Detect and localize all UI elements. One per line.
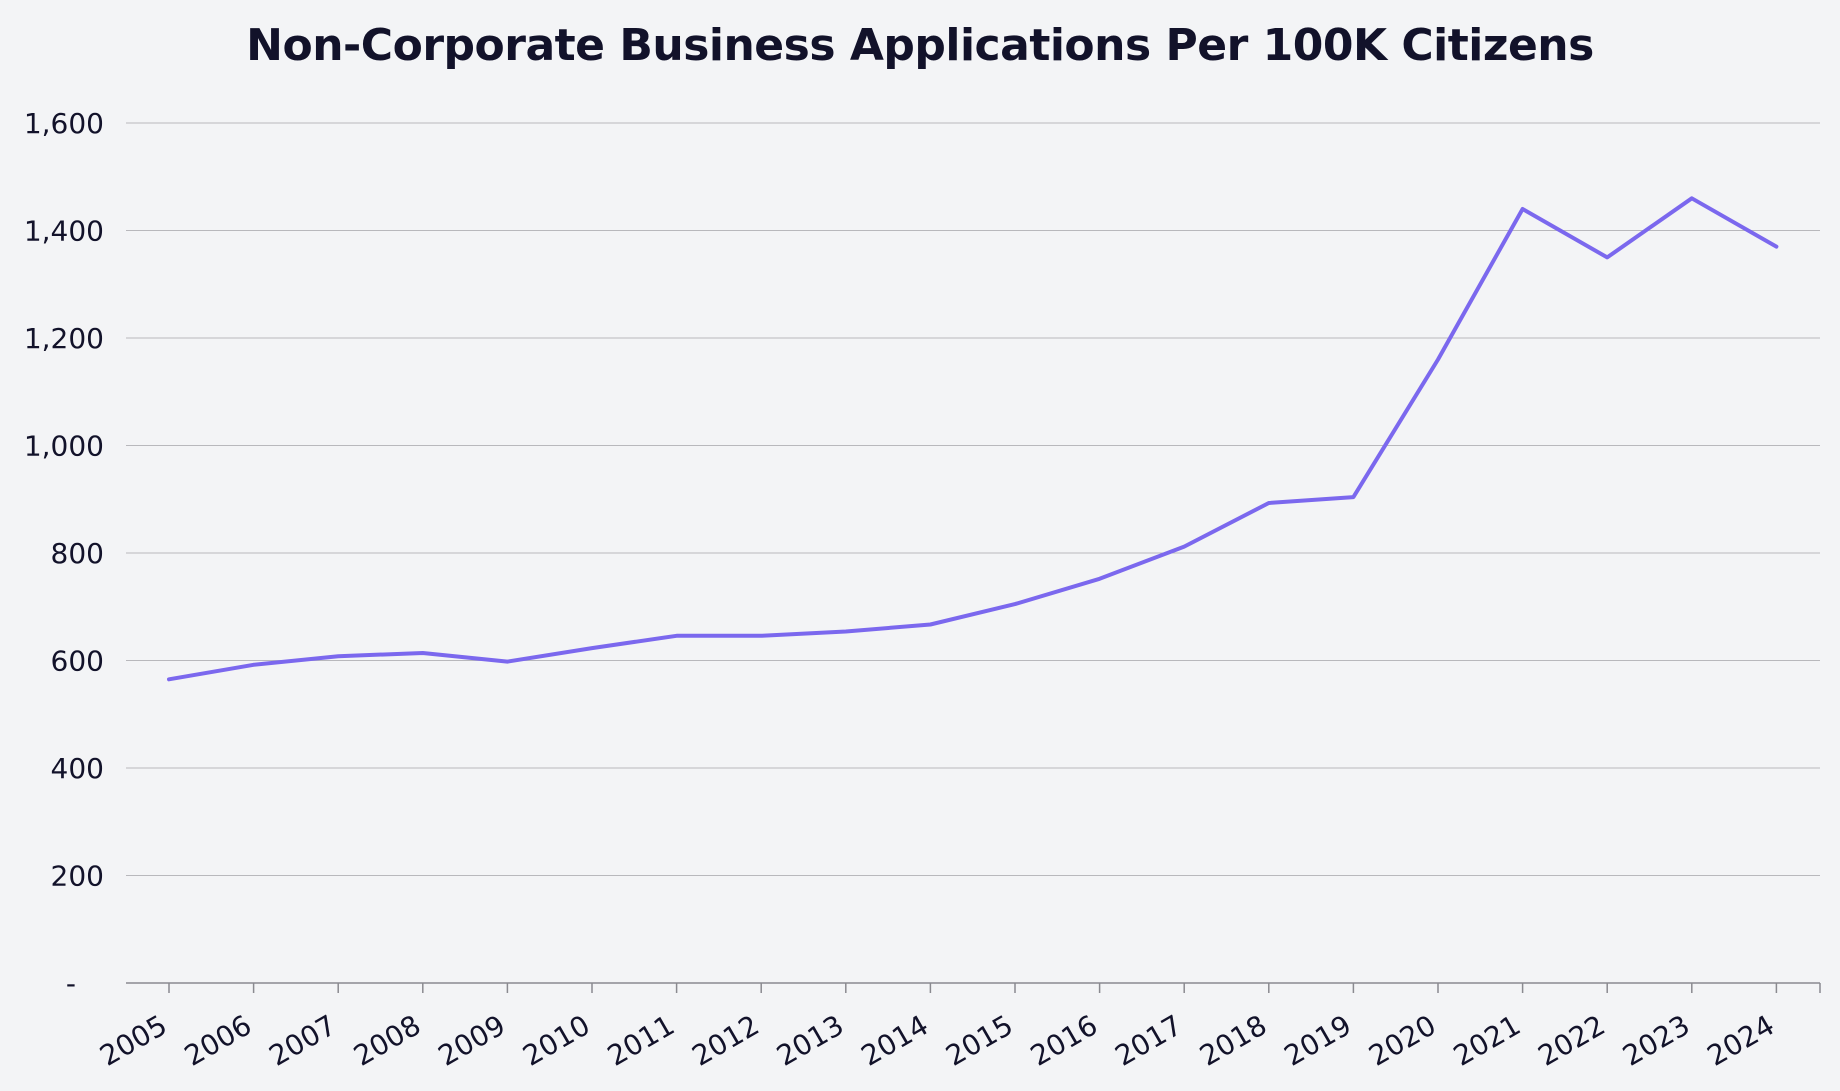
chart-title: Non-Corporate Business Applications Per … — [246, 20, 1594, 71]
x-tick-label: 2019 — [1279, 1008, 1357, 1072]
x-tick-label: 2011 — [602, 1008, 680, 1072]
x-tick-label: 2021 — [1448, 1008, 1526, 1072]
x-tick-label: 2017 — [1109, 1008, 1187, 1072]
y-tick-label: 1,200 — [24, 322, 104, 355]
series-layer — [167, 196, 1779, 682]
x-tick-label: 2013 — [771, 1008, 849, 1072]
x-tick-label: 2020 — [1363, 1008, 1441, 1072]
x-tick-label: 2014 — [856, 1008, 934, 1072]
y-tick-label: 1,400 — [24, 215, 104, 248]
x-tick-label: 2024 — [1702, 1008, 1780, 1072]
y-tick-label: 200 — [51, 860, 104, 893]
x-tick-label: 2007 — [263, 1008, 341, 1072]
y-tick-label: 1,600 — [24, 107, 104, 140]
x-tick-label: 2009 — [433, 1008, 511, 1072]
x-tick-label: 2006 — [179, 1008, 257, 1072]
y-tick-label: 600 — [51, 645, 104, 678]
x-tick-label: 2023 — [1617, 1008, 1695, 1072]
x-tick-label: 2022 — [1532, 1008, 1610, 1072]
x-tick-label: 2018 — [1194, 1008, 1272, 1072]
series-line — [167, 196, 1779, 682]
grid-layer — [126, 122, 1820, 876]
y-tick-labels: - 200 400 600 800 1,000 1,200 1,400 1,600 — [24, 107, 104, 1000]
x-tick-label: 2005 — [94, 1008, 172, 1072]
y-tick-label: 400 — [51, 752, 104, 785]
x-tick-label: 2016 — [1025, 1008, 1103, 1072]
x-tick-label: 2015 — [940, 1008, 1018, 1072]
y-tick-label: 800 — [51, 537, 104, 570]
y-tick-label: 1,000 — [24, 430, 104, 463]
y-tick-label: - — [66, 967, 76, 1000]
axis-layer — [126, 982, 1821, 993]
x-tick-label: 2012 — [686, 1008, 764, 1072]
x-tick-labels: 2005 2006 2007 2008 2009 2010 2011 2012 2013 2014… — [94, 1008, 1780, 1072]
x-tick-label: 2010 — [517, 1008, 595, 1072]
x-tick-label: 2008 — [348, 1008, 426, 1072]
